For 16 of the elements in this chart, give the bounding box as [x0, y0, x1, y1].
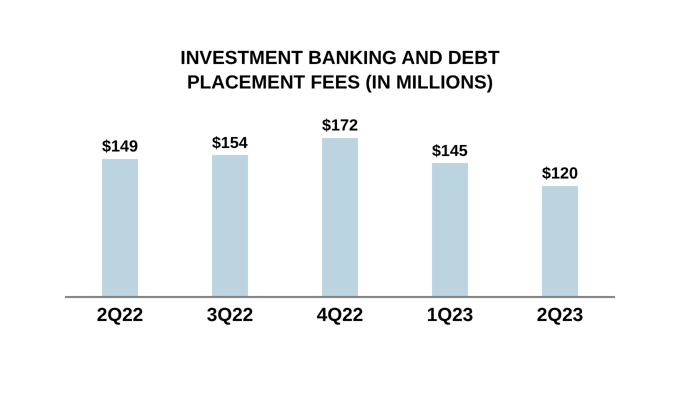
data-label: $145 [432, 142, 468, 160]
bar [322, 138, 358, 296]
chart-title: INVESTMENT BANKING AND DEBT PLACEMENT FEES (IN MILLIONS) [180, 48, 500, 94]
x-tick-label: 4Q22 [316, 304, 364, 326]
bar [432, 163, 468, 296]
data-label: $120 [542, 164, 578, 183]
x-tick-label: 2Q22 [96, 304, 144, 326]
data-label: $149 [102, 138, 138, 156]
bar [102, 159, 138, 296]
data-label: $172 [322, 116, 358, 135]
x-tick-label: 1Q23 [426, 304, 474, 326]
x-tick-label: 2Q23 [536, 304, 584, 326]
data-label: $154 [212, 134, 248, 152]
x-tick-label: 3Q22 [206, 304, 254, 326]
bar [212, 155, 248, 296]
bar [542, 186, 578, 296]
